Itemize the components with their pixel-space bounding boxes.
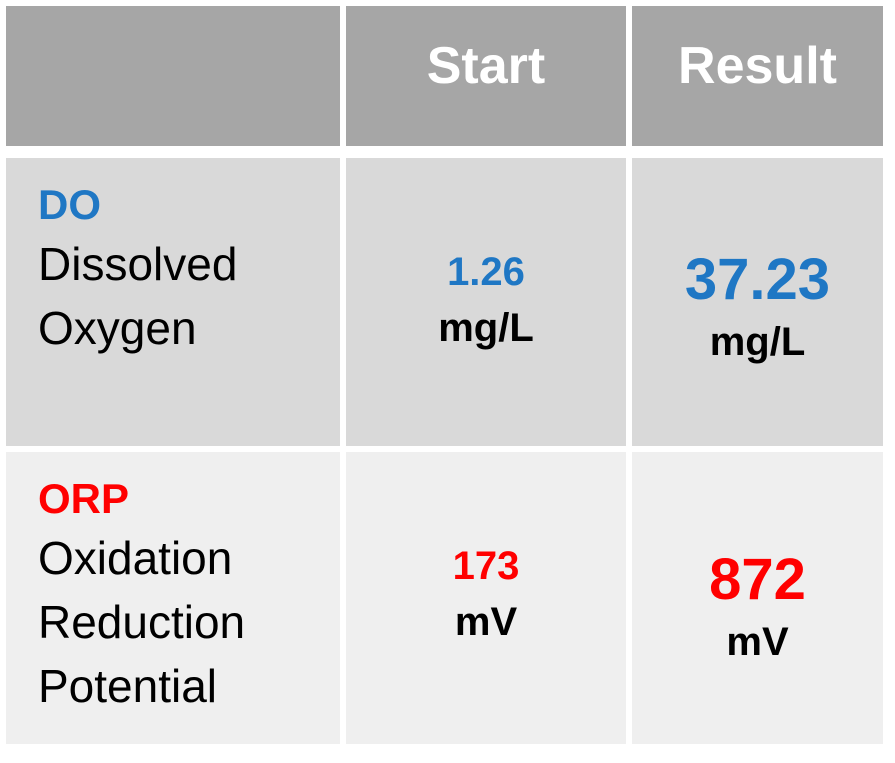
row-orp-abbr: ORP [38,475,130,522]
row-do-desc-line-1: Dissolved [38,238,238,290]
row-do-abbr: DO [38,181,101,228]
row-do-result-value: 37.23 [684,247,831,312]
row-orp-desc-line-2: Reduction [38,596,246,648]
header-result-label: Result [678,37,837,95]
row-do-result-unit: mg/L [709,320,806,364]
row-do-result-cell: 37.23 mg/L [632,158,883,446]
row-orp-start-unit: mV [454,600,518,644]
header-start-label: Start [426,37,546,95]
row-do-start-value: 1.26 [447,250,525,294]
row-orp-desc-line-3: Potential [38,660,218,712]
row-orp-desc-line-1: Oxidation [38,532,233,584]
header-result-cell: Result [632,6,883,146]
header-empty-cell [6,6,340,146]
row-do-desc-line-2: Oxygen [38,302,197,354]
row-orp-name-cell: ORP Oxidation Reduction Potential [6,452,340,744]
header-start-cell: Start [346,6,626,146]
row-orp-start-value: 173 [452,544,520,588]
row-do-name-cell: DO Dissolved Oxygen [6,158,340,446]
row-do-start-cell: 1.26 mg/L [346,158,626,446]
row-orp-start-cell: 173 mV [346,452,626,744]
row-do-start-unit: mg/L [438,306,534,350]
row-orp-result-unit: mV [726,620,789,664]
row-orp-result-cell: 872 mV [632,452,883,744]
row-orp-result-value: 872 [709,547,806,612]
